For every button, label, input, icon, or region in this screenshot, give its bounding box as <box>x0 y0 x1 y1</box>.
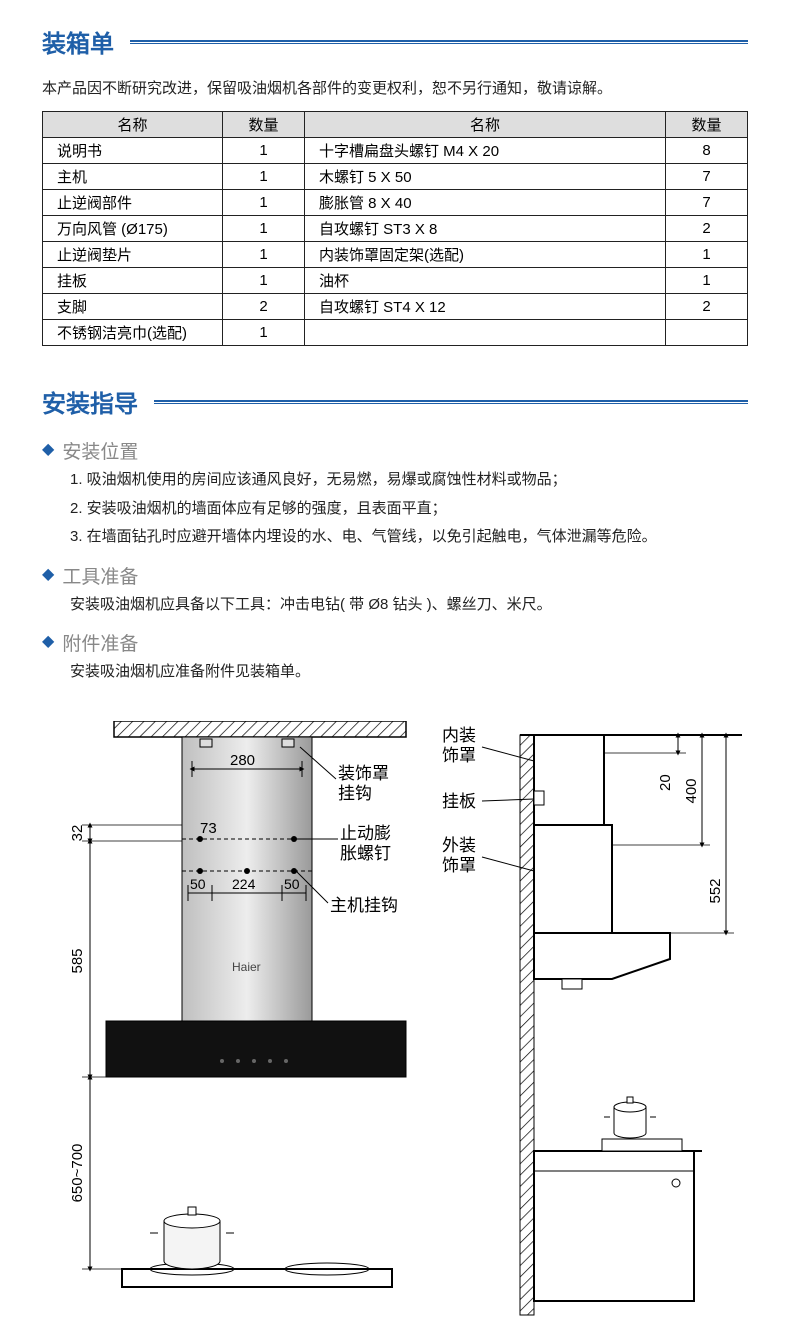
cell-qty: 1 <box>223 242 305 268</box>
diamond-icon: ◆ <box>42 564 54 584</box>
cell-name: 油杯 <box>305 268 666 294</box>
th-name-1: 名称 <box>43 112 223 138</box>
cell-qty: 7 <box>666 190 748 216</box>
install-acc-title: 附件准备 <box>62 629 138 656</box>
th-qty-1: 数量 <box>223 112 305 138</box>
cell-qty: 1 <box>223 216 305 242</box>
cell-qty: 2 <box>666 294 748 320</box>
install-title: 安装指导 <box>42 384 138 419</box>
cell-name: 自攻螺钉 ST4 X 12 <box>305 294 666 320</box>
brand-text: Haier <box>232 960 261 974</box>
diagram-front: 280 73 50 224 50 装饰罩 挂钩 <box>42 721 422 1331</box>
cell-qty: 2 <box>666 216 748 242</box>
table-row: 挂板1油杯1 <box>43 268 748 294</box>
cell-qty: 7 <box>666 164 748 190</box>
install-position-title: 安装位置 <box>62 437 138 464</box>
pos-line-1: 1. 吸油烟机使用的房间应该通风良好，无易燃，易爆或腐蚀性材料或物品； <box>70 466 748 495</box>
cell-qty: 1 <box>223 190 305 216</box>
cell-name: 不锈钢洁亮巾(选配) <box>43 320 223 346</box>
rule-line <box>130 40 748 44</box>
dim-224: 224 <box>232 876 256 892</box>
dim-585: 585 <box>69 948 86 973</box>
table-row: 止逆阀垫片1内装饰罩固定架(选配)1 <box>43 242 748 268</box>
cell-name: 挂板 <box>43 268 223 294</box>
install-tool-body: 安装吸油烟机应具备以下工具：冲击电钻( 带 Ø8 钻头 )、螺丝刀、米尺。 <box>70 591 748 620</box>
dim-73: 73 <box>200 820 217 837</box>
dim-50b: 50 <box>284 876 300 892</box>
dim-650-700: 650~700 <box>69 1143 86 1202</box>
install-position-body: 1. 吸油烟机使用的房间应该通风良好，无易燃，易爆或腐蚀性材料或物品； 2. 安… <box>70 466 748 552</box>
install-acc: ◆ 附件准备 <box>42 629 748 656</box>
table-row: 不锈钢洁亮巾(选配)1 <box>43 320 748 346</box>
lbl-cover-hook-a: 装饰罩 <box>338 764 389 783</box>
cell-name: 木螺钉 5 X 50 <box>305 164 666 190</box>
lbl-cover-hook-b: 挂钩 <box>338 784 372 803</box>
cell-qty: 1 <box>223 164 305 190</box>
cell-qty: 1 <box>666 268 748 294</box>
diagram-side: 内装 饰罩 挂板 外装 饰罩 20 400 <box>442 721 752 1331</box>
table-row: 支脚2自攻螺钉 ST4 X 122 <box>43 294 748 320</box>
diagrams: 280 73 50 224 50 装饰罩 挂钩 <box>42 721 748 1331</box>
cell-qty: 8 <box>666 138 748 164</box>
cell-name: 内装饰罩固定架(选配) <box>305 242 666 268</box>
install-tool: ◆ 工具准备 <box>42 562 748 589</box>
lbl-main-hook: 主机挂钩 <box>330 896 398 915</box>
rule-line <box>154 400 748 404</box>
packing-list-title: 装箱单 <box>42 24 114 59</box>
lbl-plate: 挂板 <box>442 792 476 811</box>
lbl-outer-b: 饰罩 <box>442 856 476 875</box>
lbl-anchor-a: 止动膨 <box>340 824 391 843</box>
lbl-anchor-b: 胀螺钉 <box>340 844 391 863</box>
dim-400: 400 <box>683 778 700 803</box>
install-acc-body: 安装吸油烟机应准备附件见装箱单。 <box>70 658 748 687</box>
cell-name: 止逆阀部件 <box>43 190 223 216</box>
cell-qty <box>666 320 748 346</box>
pos-line-2: 2. 安装吸油烟机的墙面体应有足够的强度，且表面平直； <box>70 495 748 524</box>
install-position: ◆ 安装位置 <box>42 437 748 464</box>
table-row: 说明书1十字槽扁盘头螺钉 M4 X 208 <box>43 138 748 164</box>
cell-qty: 1 <box>666 242 748 268</box>
th-name-2: 名称 <box>305 112 666 138</box>
cell-name: 支脚 <box>43 294 223 320</box>
dim-280: 280 <box>230 752 255 769</box>
dim-552: 552 <box>707 878 724 903</box>
pos-line-3: 3. 在墙面钻孔时应避开墙体内埋设的水、电、气管线，以免引起触电，气体泄漏等危险… <box>70 523 748 552</box>
table-row: 主机1木螺钉 5 X 507 <box>43 164 748 190</box>
dim-50a: 50 <box>190 876 206 892</box>
diamond-icon: ◆ <box>42 631 54 651</box>
diamond-icon: ◆ <box>42 439 54 459</box>
install-header: 安装指导 <box>42 384 748 419</box>
lbl-inner-b: 饰罩 <box>442 746 476 765</box>
dim-20: 20 <box>657 774 674 791</box>
cell-qty: 1 <box>223 268 305 294</box>
lbl-inner-a: 内装 <box>442 726 476 745</box>
cell-name: 说明书 <box>43 138 223 164</box>
dim-32: 32 <box>69 824 86 841</box>
table-row: 止逆阀部件1膨胀管 8 X 407 <box>43 190 748 216</box>
lbl-outer-a: 外装 <box>442 836 476 855</box>
cell-name: 主机 <box>43 164 223 190</box>
table-row: 万向风管 (Ø175)1自攻螺钉 ST3 X 82 <box>43 216 748 242</box>
packing-table: 名称 数量 名称 数量 说明书1十字槽扁盘头螺钉 M4 X 208主机1木螺钉 … <box>42 111 748 346</box>
cell-name: 止逆阀垫片 <box>43 242 223 268</box>
cell-name <box>305 320 666 346</box>
cell-qty: 1 <box>223 138 305 164</box>
packing-list-header: 装箱单 <box>42 24 748 59</box>
cell-name: 十字槽扁盘头螺钉 M4 X 20 <box>305 138 666 164</box>
install-tool-title: 工具准备 <box>62 562 138 589</box>
cell-name: 膨胀管 8 X 40 <box>305 190 666 216</box>
cell-qty: 1 <box>223 320 305 346</box>
cell-qty: 2 <box>223 294 305 320</box>
th-qty-2: 数量 <box>666 112 748 138</box>
cell-name: 自攻螺钉 ST3 X 8 <box>305 216 666 242</box>
packing-intro: 本产品因不断研究改进，保留吸油烟机各部件的变更权利，恕不另行通知，敬请谅解。 <box>42 77 748 101</box>
cell-name: 万向风管 (Ø175) <box>43 216 223 242</box>
